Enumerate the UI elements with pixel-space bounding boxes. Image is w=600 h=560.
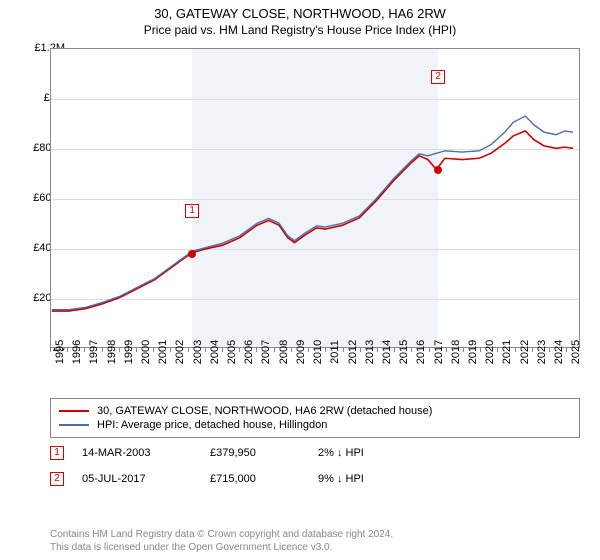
- x-axis-label: 2012: [347, 340, 359, 364]
- x-axis-label: 2014: [381, 340, 393, 364]
- x-axis-label: 1999: [123, 340, 135, 364]
- transaction-date: 14-MAR-2003: [82, 447, 192, 459]
- x-axis-label: 2006: [243, 340, 255, 364]
- legend-swatch: [59, 424, 89, 426]
- x-axis-label: 2023: [536, 340, 548, 364]
- x-tick: [480, 348, 481, 352]
- x-tick: [205, 348, 206, 352]
- x-tick: [239, 348, 240, 352]
- legend: 30, GATEWAY CLOSE, NORTHWOOD, HA6 2RW (d…: [50, 398, 580, 438]
- x-axis-label: 2018: [450, 340, 462, 364]
- x-tick: [566, 348, 567, 352]
- x-axis-label: 2007: [260, 340, 272, 364]
- x-tick: [102, 348, 103, 352]
- footer-line: Contains HM Land Registry data © Crown c…: [50, 528, 393, 541]
- x-tick: [188, 348, 189, 352]
- x-axis-label: 2003: [192, 340, 204, 364]
- transaction-marker-icon: 1: [50, 446, 64, 460]
- plot-area: 12: [50, 48, 580, 348]
- transaction-marker-icon: 2: [431, 70, 445, 84]
- x-axis-label: 2013: [364, 340, 376, 364]
- x-axis-label: 2008: [278, 340, 290, 364]
- transaction-price: £715,000: [210, 473, 300, 485]
- x-axis-label: 2000: [140, 340, 152, 364]
- x-axis-label: 1995: [54, 340, 66, 364]
- transaction-marker-icon: 2: [50, 472, 64, 486]
- x-tick: [153, 348, 154, 352]
- transaction-row: 1 14-MAR-2003 £379,950 2% ↓ HPI: [50, 444, 580, 462]
- x-tick: [119, 348, 120, 352]
- legend-swatch: [59, 410, 89, 412]
- x-tick: [308, 348, 309, 352]
- x-tick: [377, 348, 378, 352]
- x-tick: [429, 348, 430, 352]
- transaction-table: 1 14-MAR-2003 £379,950 2% ↓ HPI 2 05-JUL…: [50, 444, 580, 488]
- x-axis-label: 1998: [106, 340, 118, 364]
- x-tick: [515, 348, 516, 352]
- x-axis-label: 2020: [484, 340, 496, 364]
- x-tick: [222, 348, 223, 352]
- x-axis-label: 2002: [174, 340, 186, 364]
- chart-title: 30, GATEWAY CLOSE, NORTHWOOD, HA6 2RW: [0, 0, 600, 21]
- x-tick: [84, 348, 85, 352]
- transaction-dot-icon: [188, 250, 196, 258]
- x-axis-label: 2004: [209, 340, 221, 364]
- x-axis-label: 2010: [312, 340, 324, 364]
- x-axis-label: 2019: [467, 340, 479, 364]
- x-tick: [325, 348, 326, 352]
- x-tick: [463, 348, 464, 352]
- x-tick: [394, 348, 395, 352]
- transaction-row: 2 05-JUL-2017 £715,000 9% ↓ HPI: [50, 470, 580, 488]
- transaction-vs-hpi: 9% ↓ HPI: [318, 473, 428, 485]
- x-axis-label: 2025: [570, 340, 582, 364]
- x-axis-label: 2015: [398, 340, 410, 364]
- chart-subtitle: Price paid vs. HM Land Registry's House …: [0, 21, 600, 37]
- x-axis-label: 2022: [519, 340, 531, 364]
- x-axis-label: 2016: [415, 340, 427, 364]
- x-axis-label: 2024: [553, 340, 565, 364]
- x-axis-label: 2011: [329, 340, 341, 364]
- x-axis-label: 2009: [295, 340, 307, 364]
- x-tick: [532, 348, 533, 352]
- legend-item: 30, GATEWAY CLOSE, NORTHWOOD, HA6 2RW (d…: [59, 404, 571, 418]
- x-tick: [360, 348, 361, 352]
- x-tick: [291, 348, 292, 352]
- x-tick: [274, 348, 275, 352]
- x-axis-label: 2021: [501, 340, 513, 364]
- x-tick: [170, 348, 171, 352]
- x-tick: [497, 348, 498, 352]
- x-tick: [411, 348, 412, 352]
- legend-label: HPI: Average price, detached house, Hill…: [97, 419, 327, 431]
- footer-attribution: Contains HM Land Registry data © Crown c…: [50, 528, 393, 554]
- x-axis-label: 2001: [157, 340, 169, 364]
- x-tick: [549, 348, 550, 352]
- x-axis-label: 2017: [433, 340, 445, 364]
- line-series-svg: [51, 49, 579, 347]
- x-tick: [67, 348, 68, 352]
- series-hpi: [52, 116, 573, 310]
- x-tick: [446, 348, 447, 352]
- x-axis-label: 2005: [226, 340, 238, 364]
- x-tick: [256, 348, 257, 352]
- transaction-date: 05-JUL-2017: [82, 473, 192, 485]
- chart-container: 30, GATEWAY CLOSE, NORTHWOOD, HA6 2RW Pr…: [0, 0, 600, 560]
- transaction-price: £379,950: [210, 447, 300, 459]
- legend-item: HPI: Average price, detached house, Hill…: [59, 418, 571, 432]
- x-tick: [136, 348, 137, 352]
- transaction-marker-icon: 1: [185, 204, 199, 218]
- x-tick: [50, 348, 51, 352]
- x-axis-label: 1996: [71, 340, 83, 364]
- legend-label: 30, GATEWAY CLOSE, NORTHWOOD, HA6 2RW (d…: [97, 405, 432, 417]
- footer-line: This data is licensed under the Open Gov…: [50, 541, 393, 554]
- x-tick: [343, 348, 344, 352]
- x-axis-label: 1997: [88, 340, 100, 364]
- series-price_paid: [52, 131, 573, 311]
- transaction-dot-icon: [434, 166, 442, 174]
- transaction-vs-hpi: 2% ↓ HPI: [318, 447, 428, 459]
